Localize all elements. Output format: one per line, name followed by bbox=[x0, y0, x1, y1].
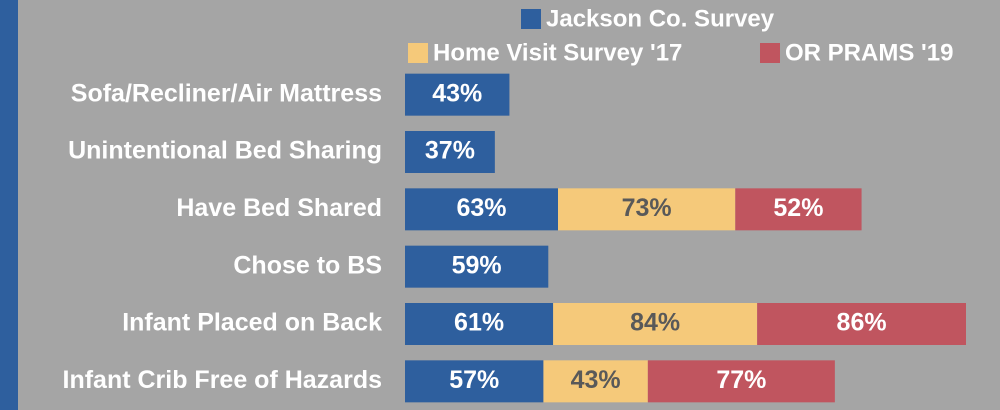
bar-segment bbox=[735, 188, 862, 231]
y-tick-label: Sofa/Recliner/Air Mattress bbox=[71, 79, 382, 107]
legend-label: Home Visit Survey '17 bbox=[433, 39, 682, 66]
bar-segment bbox=[543, 360, 648, 403]
bar-segment bbox=[647, 360, 835, 403]
value-label: 61% bbox=[454, 309, 504, 337]
bar-segment bbox=[405, 73, 510, 116]
value-label: 77% bbox=[716, 366, 766, 394]
value-label: 84% bbox=[630, 309, 680, 337]
legend-swatch bbox=[408, 43, 428, 63]
bar-segment bbox=[405, 131, 495, 173]
bar-segment bbox=[405, 245, 549, 288]
value-label: 73% bbox=[622, 194, 672, 222]
side-strip bbox=[0, 0, 18, 410]
legend-label: Jackson Co. Survey bbox=[546, 5, 775, 32]
y-tick-label: Infant Crib Free of Hazards bbox=[63, 366, 383, 394]
legend-swatch bbox=[760, 43, 780, 63]
value-label: 86% bbox=[837, 309, 887, 337]
value-label: 43% bbox=[571, 366, 621, 394]
bar-segment bbox=[558, 188, 736, 231]
y-tick-label: Unintentional Bed Sharing bbox=[68, 137, 382, 165]
value-label: 52% bbox=[773, 194, 823, 222]
y-tick-label: Chose to BS bbox=[233, 251, 382, 279]
value-label: 63% bbox=[456, 194, 506, 222]
bar-segment bbox=[405, 360, 544, 403]
bar-segment bbox=[757, 303, 966, 345]
y-tick-label: Infant Placed on Back bbox=[122, 309, 382, 337]
bar-segment bbox=[553, 303, 758, 345]
bar-segment bbox=[405, 188, 558, 231]
value-label: 43% bbox=[432, 79, 482, 107]
bar-segment bbox=[405, 303, 554, 345]
legend-label: OR PRAMS '19 bbox=[785, 39, 953, 66]
value-label: 57% bbox=[449, 366, 499, 394]
legend-swatch bbox=[521, 9, 541, 29]
value-label: 59% bbox=[452, 251, 502, 279]
value-label: 37% bbox=[425, 137, 475, 165]
y-tick-label: Have Bed Shared bbox=[176, 194, 382, 222]
